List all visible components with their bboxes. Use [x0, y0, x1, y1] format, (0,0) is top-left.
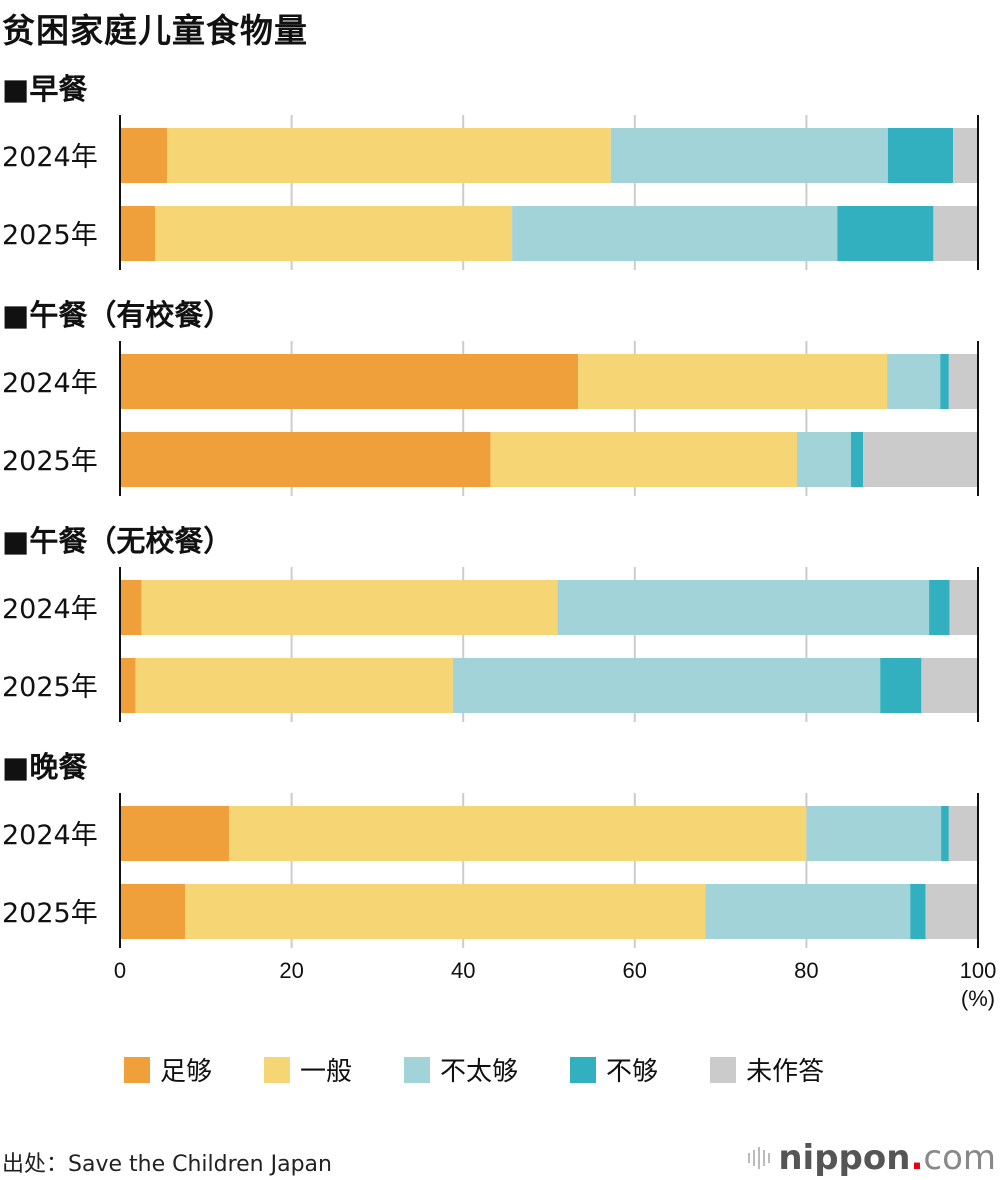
bar-segment-4 — [929, 580, 950, 635]
legend-swatch — [710, 1056, 737, 1083]
bar-segment-3 — [557, 580, 930, 635]
bar-segment-2 — [141, 580, 558, 635]
source-note: 出处：Save the Children Japan — [2, 1152, 332, 1177]
legend-swatch — [404, 1056, 431, 1083]
legend-item: 足够 — [124, 1051, 212, 1088]
bar-segment-4 — [941, 806, 949, 861]
logo-brand: nippon — [778, 1138, 911, 1178]
bar-segment-2 — [578, 354, 888, 409]
bar-segment-4 — [880, 658, 922, 713]
x-axis-unit-label: (%) — [961, 986, 995, 1011]
group-heading: ■晚餐 — [2, 750, 88, 784]
legend-label: 不太够 — [440, 1057, 519, 1087]
bar-segment-1 — [120, 206, 156, 261]
row-label: 2024年 — [2, 820, 98, 851]
group-heading: ■午餐（无校餐） — [2, 524, 232, 558]
x-tick-label: 20 — [279, 958, 303, 983]
chart-title: 贫困家庭儿童食物量 — [2, 11, 308, 50]
bar-segment-4 — [887, 128, 954, 183]
legend-label: 不够 — [606, 1057, 659, 1087]
bar-segment-1 — [120, 884, 186, 939]
row-label: 2025年 — [2, 898, 98, 929]
legend-label: 一般 — [300, 1057, 353, 1087]
group-heading: ■早餐 — [2, 72, 88, 106]
bar-segment-5 — [953, 128, 978, 183]
sound-wave-icon — [748, 1147, 771, 1169]
x-tick-label: 40 — [451, 958, 475, 983]
row-label: 2025年 — [2, 446, 98, 477]
bar-segment-4 — [851, 432, 864, 487]
bar-segment-3 — [610, 128, 888, 183]
bar-segment-5 — [921, 658, 978, 713]
bar-segment-3 — [887, 354, 941, 409]
bar-segment-5 — [863, 432, 978, 487]
bar-segment-1 — [120, 580, 142, 635]
bar-segment-4 — [910, 884, 926, 939]
legend-item: 不太够 — [404, 1051, 518, 1088]
bar-segment-3 — [806, 806, 942, 861]
bar-segment-2 — [490, 432, 797, 487]
bar-segment-1 — [120, 658, 136, 713]
bar-segment-5 — [933, 206, 978, 261]
bar-segment-4 — [940, 354, 949, 409]
bar-segment-1 — [120, 128, 168, 183]
legend-item: 未作答 — [710, 1051, 824, 1088]
bar-segment-5 — [925, 884, 978, 939]
legend: 足够 一般 不太够 不够 未作答 — [124, 1051, 876, 1088]
bar-segment-5 — [948, 354, 978, 409]
legend-item: 一般 — [264, 1051, 352, 1088]
bar-segment-2 — [135, 658, 453, 713]
x-tick-label: 80 — [794, 958, 818, 983]
bar-segment-5 — [949, 580, 978, 635]
bar-segment-1 — [120, 354, 579, 409]
bar-segment-3 — [512, 206, 838, 261]
x-tick-label: 100 — [960, 958, 997, 983]
row-label: 2025年 — [2, 220, 98, 251]
legend-label: 未作答 — [746, 1057, 825, 1087]
row-label: 2024年 — [2, 142, 98, 173]
bar-segment-4 — [837, 206, 934, 261]
x-tick-label: 60 — [623, 958, 647, 983]
legend-swatch — [124, 1056, 150, 1083]
bar-segment-2 — [185, 884, 706, 939]
legend-swatch — [570, 1056, 597, 1083]
bar-segment-5 — [948, 806, 978, 861]
row-label: 2024年 — [2, 368, 98, 399]
bar-segment-1 — [120, 432, 491, 487]
logo-dot: . — [910, 1138, 924, 1178]
bar-segment-1 — [120, 806, 229, 861]
bar-segment-2 — [167, 128, 611, 183]
legend-item: 不够 — [570, 1051, 658, 1088]
row-label: 2024年 — [2, 594, 98, 625]
row-label: 2025年 — [2, 672, 98, 703]
bar-segment-2 — [228, 806, 807, 861]
group-heading: ■午餐（有校餐） — [2, 298, 232, 332]
x-tick-label: 0 — [114, 958, 126, 983]
bar-segment-3 — [452, 658, 881, 713]
legend-swatch — [264, 1056, 291, 1083]
nippon-logo: nippon. com — [748, 1138, 996, 1178]
legend-label: 足够 — [160, 1057, 213, 1087]
bar-segment-3 — [705, 884, 911, 939]
stacked-bar-chart: ■早餐 2024年 2025年 ■午餐（有校餐） 2024年 2025年 ■午餐（无校餐） 2… — [2, 72, 997, 1011]
logo-tld: com — [923, 1138, 996, 1178]
bar-segment-2 — [155, 206, 513, 261]
bar-segment-3 — [796, 432, 852, 487]
